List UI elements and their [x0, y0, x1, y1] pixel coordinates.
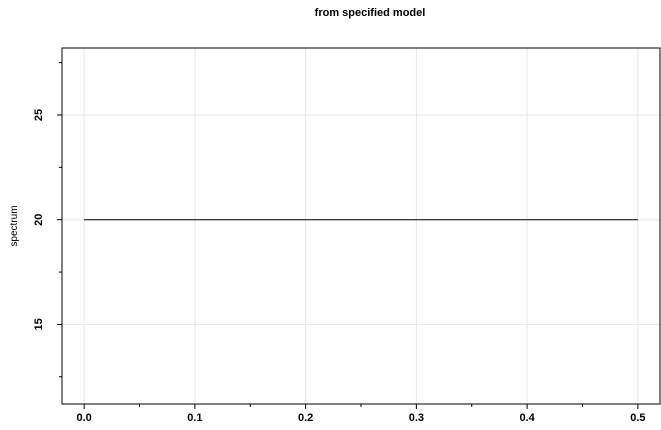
- y-tick-label: 15: [33, 318, 45, 330]
- x-tick-label: 0.4: [519, 412, 535, 424]
- chart-title: from specified model: [315, 7, 426, 19]
- x-tick-label: 0.5: [630, 412, 645, 424]
- grid: [62, 48, 660, 404]
- y-tick-label: 20: [33, 214, 45, 226]
- y-axis: 15 20 25: [33, 62, 62, 378]
- y-axis-label: spectrum: [9, 205, 20, 246]
- x-tick-label: 0.3: [409, 412, 424, 424]
- y-tick-label: 25: [33, 109, 45, 121]
- x-tick-label: 0.1: [187, 412, 202, 424]
- plot-frame: [61, 47, 661, 405]
- x-tick-label: 0.0: [76, 412, 91, 424]
- x-tick-label: 0.2: [298, 412, 313, 424]
- x-axis: 0.0 0.1 0.2 0.3 0.4 0.5: [76, 404, 646, 424]
